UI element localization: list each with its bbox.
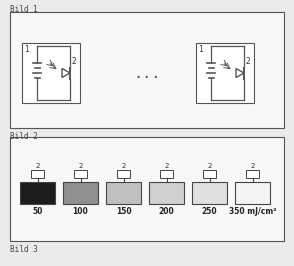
Text: 2: 2: [207, 163, 212, 169]
Text: 150: 150: [116, 207, 131, 216]
Text: 100: 100: [73, 207, 88, 216]
Text: 50: 50: [32, 207, 43, 216]
Text: 2: 2: [121, 163, 126, 169]
Text: 1: 1: [24, 45, 29, 54]
Bar: [192, 182, 227, 204]
Bar: [20, 182, 55, 204]
Text: 2: 2: [246, 57, 251, 66]
Text: Bild 2: Bild 2: [10, 132, 38, 141]
Text: Bild 1: Bild 1: [10, 5, 38, 14]
Polygon shape: [236, 69, 244, 77]
Bar: [117, 170, 130, 178]
Bar: [10, 12, 284, 128]
Text: 350 mJ/cm²: 350 mJ/cm²: [229, 207, 276, 216]
Bar: [149, 182, 184, 204]
Bar: [106, 182, 141, 204]
Text: 250: 250: [202, 207, 217, 216]
Text: 2: 2: [164, 163, 169, 169]
Text: 200: 200: [159, 207, 174, 216]
Text: Bild 3: Bild 3: [10, 245, 38, 254]
Text: 2: 2: [35, 163, 40, 169]
Bar: [196, 43, 254, 103]
Bar: [246, 170, 259, 178]
Text: 2: 2: [72, 57, 77, 66]
Bar: [63, 182, 98, 204]
Bar: [22, 43, 80, 103]
Text: 2: 2: [250, 163, 255, 169]
Bar: [74, 170, 87, 178]
Bar: [31, 170, 44, 178]
Bar: [160, 170, 173, 178]
Bar: [235, 182, 270, 204]
Bar: [203, 170, 216, 178]
Polygon shape: [62, 69, 70, 77]
Text: 2: 2: [78, 163, 83, 169]
Text: ...: ...: [133, 65, 161, 81]
Text: 1: 1: [198, 45, 203, 54]
Bar: [10, 137, 284, 241]
